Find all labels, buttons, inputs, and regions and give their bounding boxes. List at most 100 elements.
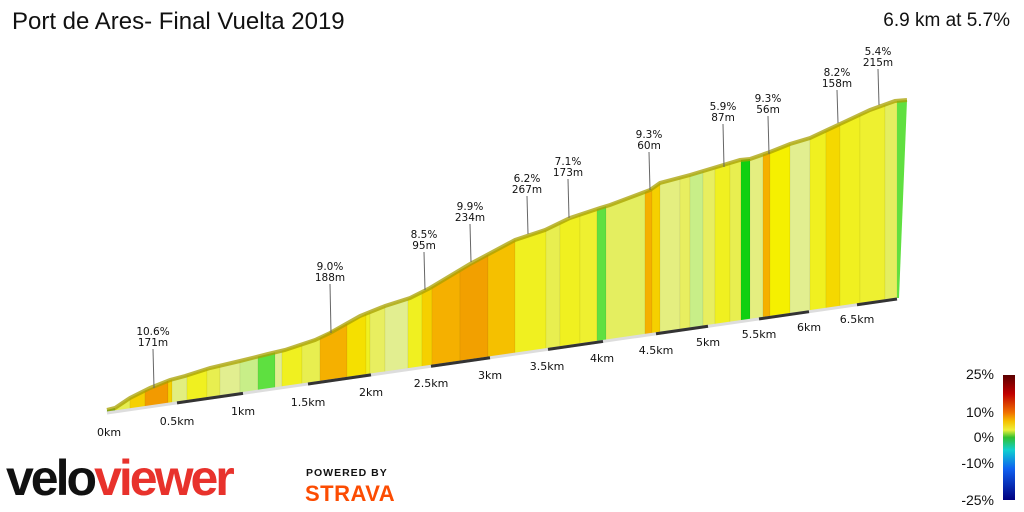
x-tick-label: 2.5km	[414, 377, 449, 390]
annotation-leader	[526, 195, 529, 235]
annotation-leader	[152, 348, 155, 389]
gradient-segment	[579, 208, 598, 345]
annotation-leader	[567, 178, 570, 219]
legend-label: 10%	[965, 404, 994, 420]
x-tick-label: 3.5km	[530, 360, 565, 373]
annotation-length: 188m	[315, 272, 345, 284]
x-tick-label: 3km	[478, 369, 502, 382]
x-tick-label: 5km	[696, 336, 720, 349]
annotation-length: 267m	[512, 184, 542, 196]
base-km-band	[655, 324, 709, 336]
gradient-segment	[206, 365, 221, 398]
gradient-segment	[729, 159, 742, 323]
x-tick-label: 0.5km	[160, 415, 195, 428]
annotation-length: 56m	[756, 104, 780, 116]
gradient-segment	[789, 137, 811, 314]
annotation-leader	[423, 251, 426, 291]
gradient-segment	[274, 350, 283, 389]
gradient-segment	[384, 298, 409, 373]
gradient-segment	[487, 239, 516, 358]
annotation-length: 173m	[553, 167, 583, 179]
annotation-gradient: 9.0%	[317, 261, 344, 273]
annotation-gradient: 9.9%	[457, 201, 484, 213]
gradient-segment	[167, 379, 173, 404]
annotation-leader	[648, 151, 651, 191]
profile-end-face	[897, 100, 907, 298]
gradient-segment	[749, 154, 764, 320]
gradient-segment	[644, 188, 653, 335]
annotation-gradient: 6.2%	[514, 173, 541, 185]
x-tick-label: 6km	[797, 321, 821, 334]
veloviewer-logo: veloviewer	[6, 450, 235, 506]
base-km-band	[176, 391, 244, 405]
x-tick-label: 2km	[359, 386, 383, 399]
x-tick-label: 4.5km	[639, 344, 674, 357]
gradient-segment	[559, 214, 581, 347]
gradient-segment	[459, 253, 489, 362]
gradient-segment	[740, 158, 751, 321]
annotation-leader	[329, 283, 332, 334]
x-tick-label: 0km	[97, 426, 121, 439]
gradient-segment	[825, 123, 841, 309]
gradient-segment	[369, 305, 386, 375]
annotation-gradient: 5.4%	[865, 46, 892, 58]
gradient-segment	[809, 130, 827, 311]
annotation-leader	[722, 123, 725, 168]
annotation-leader	[767, 115, 770, 155]
strava-logo: STRAVA	[305, 481, 396, 506]
annotation-gradient: 7.1%	[555, 156, 582, 168]
gradient-segment	[702, 167, 716, 327]
base-km-band	[547, 339, 604, 351]
profile-top-edge	[106, 98, 908, 412]
x-tick-label: 1.5km	[291, 396, 326, 409]
annotation-length: 158m	[822, 78, 852, 90]
annotation-length: 87m	[711, 112, 735, 124]
gradient-segment	[689, 170, 704, 329]
gradient-segment	[714, 162, 731, 325]
annotation-length: 215m	[863, 57, 893, 69]
gradient-segment	[679, 174, 691, 330]
x-tick-label: 5.5km	[742, 328, 777, 341]
x-tick-label: 1km	[231, 405, 255, 418]
annotation-length: 95m	[412, 240, 436, 252]
annotation-gradient: 10.6%	[136, 326, 169, 338]
annotation-gradient: 5.9%	[710, 101, 737, 113]
annotation-gradient: 8.5%	[411, 229, 438, 241]
gradient-segment	[514, 229, 547, 354]
gradient-segment	[257, 351, 276, 391]
gradient-segment	[605, 191, 646, 341]
annotation-length: 171m	[138, 337, 168, 349]
x-tick-label: 6.5km	[840, 313, 875, 326]
gradient-segment	[596, 205, 607, 342]
legend-label: -10%	[961, 455, 994, 471]
gradient-segment	[762, 151, 771, 318]
gradient-segment	[884, 100, 898, 301]
legend-label: 0%	[973, 429, 994, 445]
annotation-gradient: 9.3%	[755, 93, 782, 105]
annotation-leader	[469, 223, 472, 263]
legend-label: 25%	[965, 366, 994, 382]
gradient-segment	[839, 114, 861, 307]
gradient-segment	[651, 182, 661, 334]
annotation-leader	[836, 89, 839, 124]
gradient-segment	[769, 143, 791, 317]
gradient-segment	[545, 222, 561, 349]
base-km-band	[758, 310, 810, 321]
gradient-segment	[659, 177, 681, 333]
gradient-segment	[365, 311, 371, 375]
base-km-band	[307, 373, 372, 386]
gradient-segment	[859, 104, 886, 304]
chart-title: Port de Ares- Final Vuelta 2019	[12, 8, 345, 35]
base-km-band	[856, 297, 898, 307]
gradient-legend-bar	[1003, 375, 1015, 500]
annotation-length: 234m	[455, 212, 485, 224]
legend-label: -25%	[961, 492, 994, 508]
base-km-band	[430, 356, 491, 368]
annotation-leader	[877, 68, 880, 106]
annotation-gradient: 8.2%	[824, 67, 851, 79]
gradient-segment	[421, 286, 433, 367]
x-tick-label: 4km	[590, 352, 614, 365]
annotation-length: 60m	[637, 140, 661, 152]
annotation-gradient: 9.3%	[636, 129, 663, 141]
